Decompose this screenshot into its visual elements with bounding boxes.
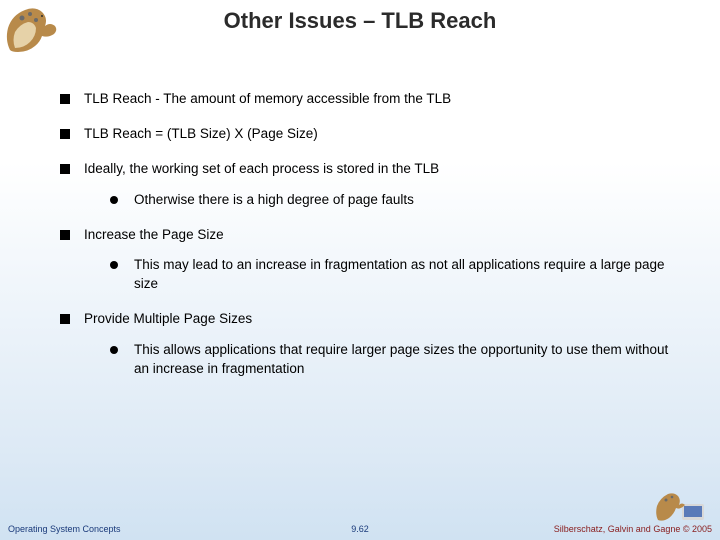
bullet-text: Provide Multiple Page Sizes <box>84 311 252 326</box>
footer-left: Operating System Concepts <box>8 524 121 534</box>
slide-content: TLB Reach - The amount of memory accessi… <box>60 90 680 395</box>
bullet-item: TLB Reach = (TLB Size) X (Page Size) <box>60 125 680 144</box>
sub-list: This allows applications that require la… <box>84 341 680 379</box>
bullet-text: Ideally, the working set of each process… <box>84 161 439 176</box>
sub-item: This allows applications that require la… <box>110 341 680 379</box>
bullet-text: TLB Reach - The amount of memory accessi… <box>84 91 451 106</box>
bullet-list: TLB Reach - The amount of memory accessi… <box>60 90 680 379</box>
bullet-text: Increase the Page Size <box>84 227 224 242</box>
sub-list: This may lead to an increase in fragment… <box>84 256 680 294</box>
sub-item: Otherwise there is a high degree of page… <box>110 191 680 210</box>
bullet-item: Increase the Page Size This may lead to … <box>60 226 680 295</box>
slide-footer: Operating System Concepts 9.62 Silbersch… <box>0 514 720 534</box>
sub-text: This may lead to an increase in fragment… <box>134 257 665 291</box>
sub-list: Otherwise there is a high degree of page… <box>84 191 680 210</box>
sub-text: This allows applications that require la… <box>134 342 668 376</box>
dinosaur-logo-top <box>0 0 70 60</box>
slide-title: Other Issues – TLB Reach <box>0 0 720 34</box>
bullet-item: Provide Multiple Page Sizes This allows … <box>60 310 680 379</box>
bullet-item: TLB Reach - The amount of memory accessi… <box>60 90 680 109</box>
footer-copyright: Silberschatz, Galvin and Gagne © 2005 <box>554 524 712 534</box>
bullet-item: Ideally, the working set of each process… <box>60 160 680 210</box>
footer-page-number: 9.62 <box>351 524 369 534</box>
sub-text: Otherwise there is a high degree of page… <box>134 192 414 207</box>
sub-item: This may lead to an increase in fragment… <box>110 256 680 294</box>
bullet-text: TLB Reach = (TLB Size) X (Page Size) <box>84 126 318 141</box>
